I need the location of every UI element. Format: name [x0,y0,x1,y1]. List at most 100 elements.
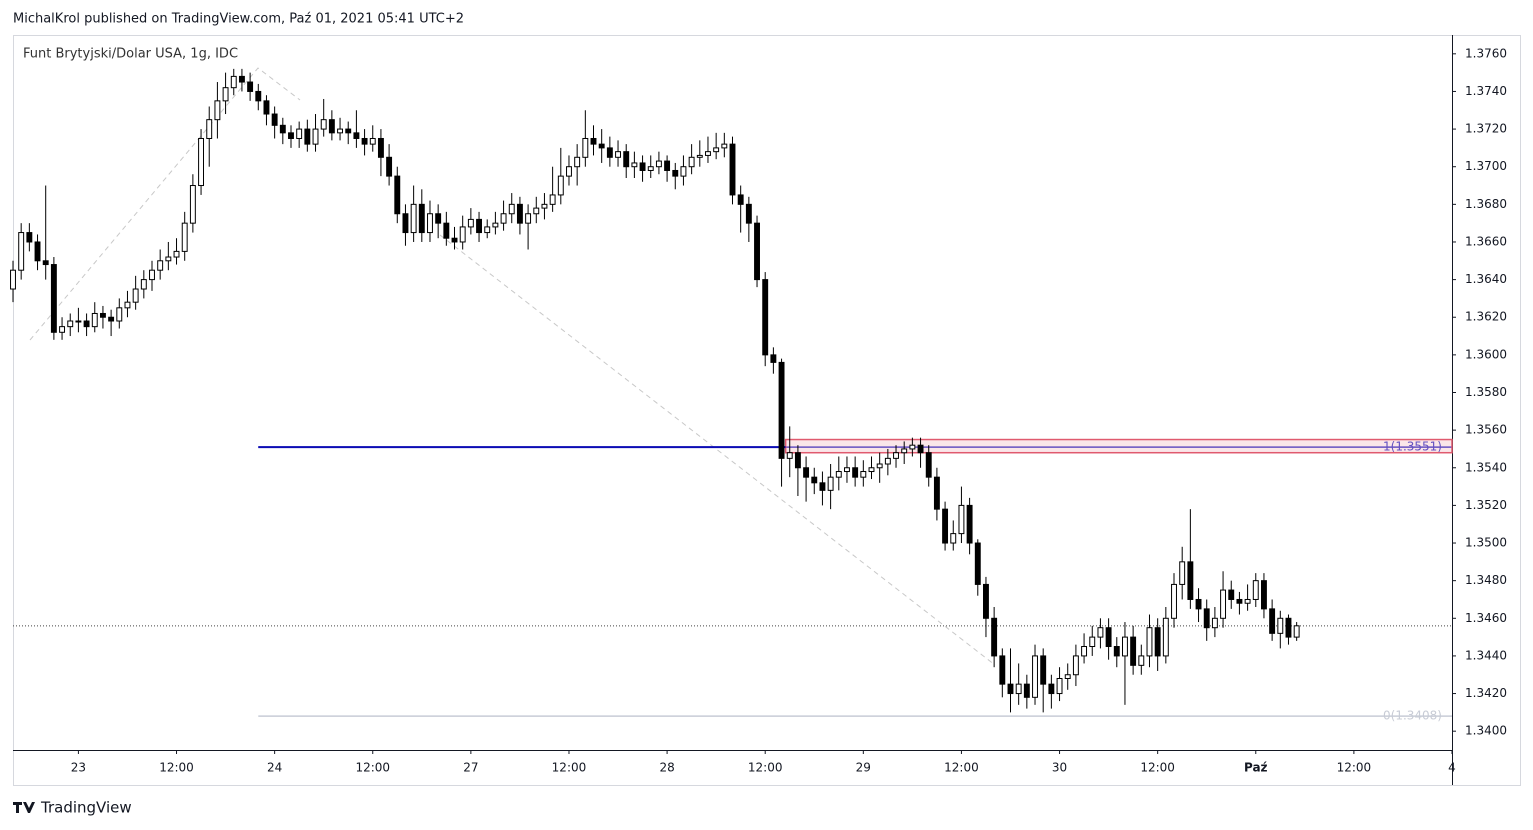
candle-body [844,467,850,473]
candle-body [696,154,703,158]
candle-body [705,151,711,156]
candle-body [917,444,924,454]
footer-text: TradingView [40,799,132,817]
candle-body [1122,636,1128,657]
candle-body [647,166,654,171]
candle-body [500,213,507,224]
x-tick-label: 24 [267,761,282,775]
trend-line [29,67,301,341]
candle-body [34,241,41,262]
candle-body [1040,655,1047,685]
candle-body [672,169,679,177]
candle-body [606,147,613,158]
candle-body [1211,617,1218,629]
candle-body [1171,583,1177,619]
candle-body [124,301,131,309]
candle-body [484,226,491,234]
candle-body [1105,627,1112,648]
candle-body [811,476,818,484]
candle-body [1195,598,1202,610]
candle-body [1081,646,1088,657]
logo-icon [13,802,35,813]
candle-body [541,203,548,209]
x-tick-label: Paź [1244,761,1268,775]
candle-body [1293,625,1300,638]
x-tick-label: 23 [71,761,86,775]
x-tick-label: 28 [659,761,674,775]
fib-label: 0(1.3408) [1383,709,1442,723]
candle-body [345,128,352,134]
candle-body [337,128,343,134]
y-tick-label: 1.3700 [1465,159,1507,173]
candle-body [1277,617,1284,634]
y-tick-label: 1.3680 [1465,197,1507,211]
candle-body [1089,636,1096,648]
candle-body [664,160,671,171]
chart-frame [13,35,1521,786]
candle-body [476,218,482,234]
y-tick-label: 1.3400 [1465,724,1507,738]
candle-body [574,156,581,168]
candle-body [222,87,229,102]
candle-body [271,113,278,126]
candle-body [909,444,916,450]
candle-body [688,156,695,168]
candle-body [582,137,589,158]
candle-body [615,151,621,158]
x-tick-label: 29 [856,761,871,775]
candle-body [189,185,196,224]
candle-body [901,448,908,454]
candle-body [304,128,311,145]
candle-body [1236,598,1243,604]
candle-body [590,137,597,145]
candle-body [1015,683,1022,695]
candle-body [868,467,875,473]
y-tick-label: 1.3660 [1465,234,1507,248]
x-tick-label: 12:00 [1337,761,1372,775]
candle-body [737,194,744,205]
candle-body [884,457,891,465]
candle-body [1097,627,1104,638]
candle-body [1162,617,1169,657]
candle-body [238,75,245,83]
candle-body [754,222,760,281]
x-tick-label: 12:00 [552,761,587,775]
candle-body [1228,589,1235,600]
x-tick-label: 27 [463,761,478,775]
candle-body [108,316,115,322]
candle-body [99,312,106,318]
candle-body [418,203,425,234]
y-tick-label: 1.3640 [1465,272,1507,286]
candle-body [680,166,687,177]
candle-body [394,175,401,215]
y-tick-label: 1.3740 [1465,84,1507,98]
y-tick-label: 1.3760 [1465,46,1507,60]
candle-body [132,288,139,303]
candle-body [10,269,16,290]
candle-body [451,237,458,243]
candle-body [713,147,720,153]
y-tick-label: 1.3620 [1465,310,1507,324]
y-tick-label: 1.3720 [1465,122,1507,136]
candle-body [255,90,262,102]
fib-label: 1(1.3551) [1383,440,1442,454]
candle-body [983,583,989,619]
x-tick-label: 12:00 [159,761,194,775]
candle-body [26,232,33,243]
candle-body [950,533,957,544]
candle-body [966,504,973,544]
candle-body [1130,636,1137,666]
candle-body [42,260,49,266]
candle-body [1179,561,1186,585]
candle-body [1244,598,1251,604]
zone [784,438,1453,454]
candle-body [116,307,123,322]
candle-body [377,137,384,158]
candle-body [508,203,515,215]
y-tick-label: 1.3600 [1465,347,1507,361]
candle-body [149,269,155,281]
footer-logo: TradingView [13,799,132,817]
